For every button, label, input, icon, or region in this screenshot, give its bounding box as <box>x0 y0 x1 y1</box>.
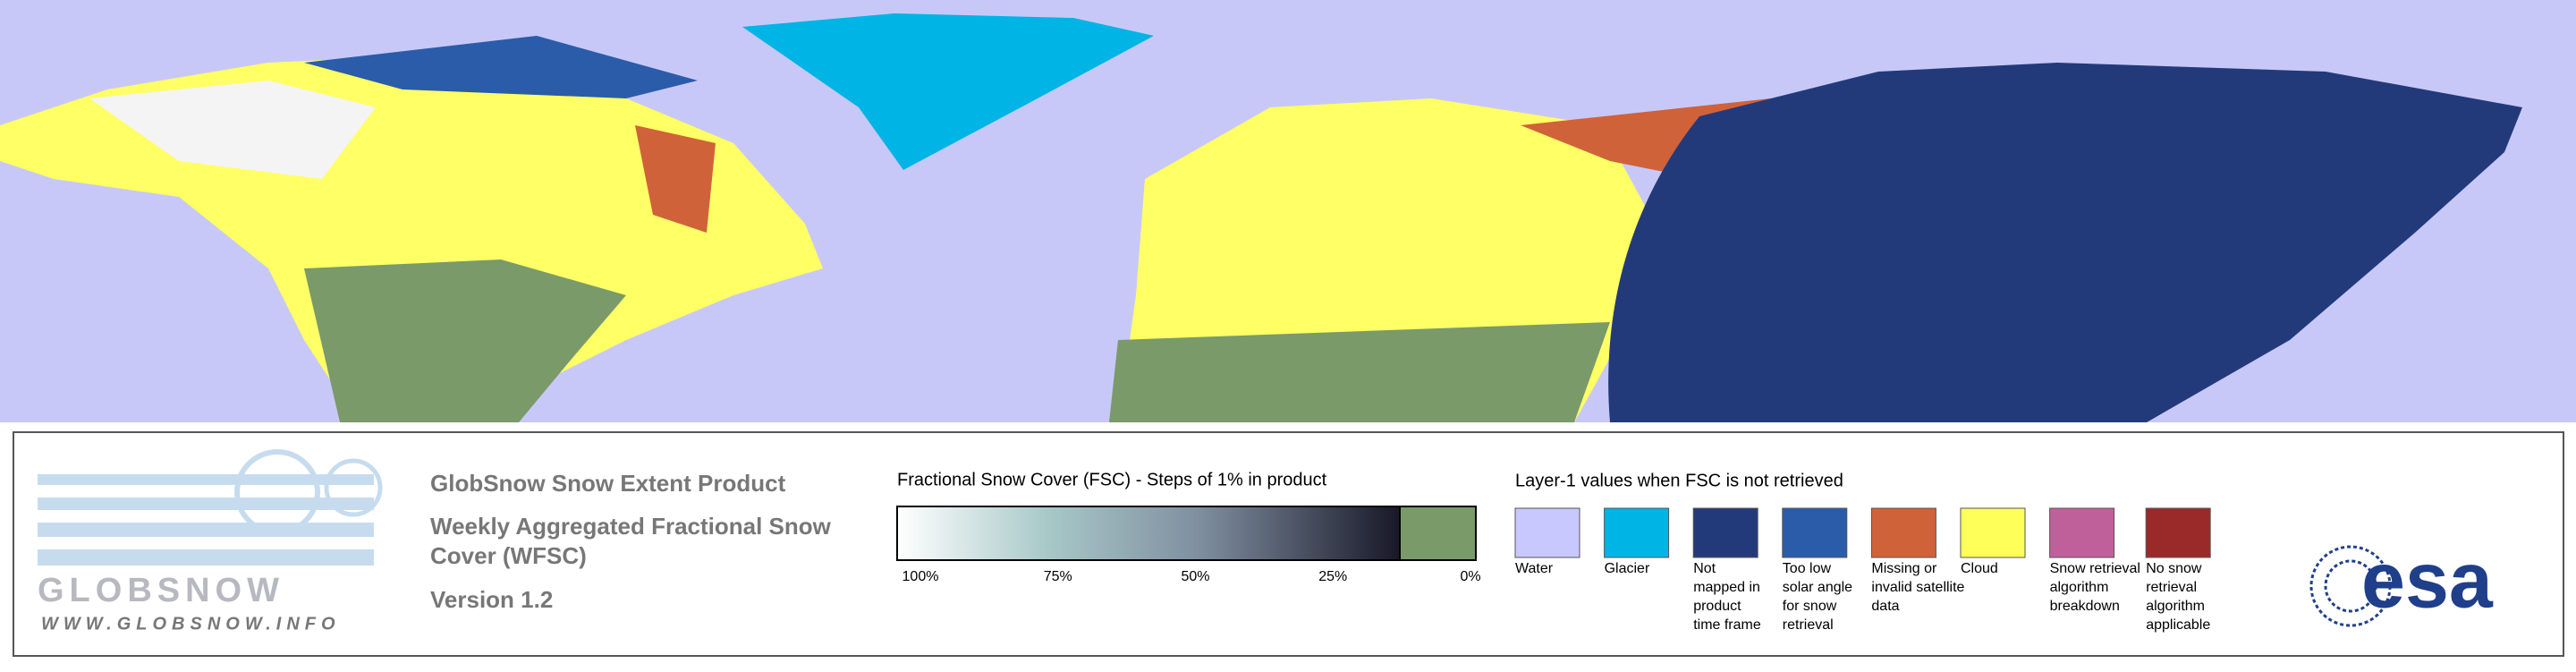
fsc-tick-label: 50% <box>1181 569 1209 584</box>
north-africa <box>1109 322 1610 422</box>
logo-name: GLOBSNOW <box>38 572 284 609</box>
fsc-tick-label: 25% <box>1318 569 1347 584</box>
esa-logo: esa <box>2309 535 2494 627</box>
layer1-swatch <box>1604 507 1670 558</box>
layer1-label: Not <box>1693 561 1716 576</box>
layer1-label: for snow <box>1783 599 1837 614</box>
layer1-label: Cloud <box>1961 561 1998 576</box>
logo-stripe <box>38 549 374 566</box>
layer1-swatch <box>1960 507 2026 558</box>
layer1-label: Glacier <box>1605 561 1650 576</box>
layer1-label: data <box>1871 599 1899 614</box>
product-version: Version 1.2 <box>430 586 553 613</box>
product-title: GlobSnow Snow Extent Product <box>430 470 786 497</box>
layer1-label: retrieval <box>1783 617 1834 633</box>
globsnow-logo: GLOBSNOW WWW.GLOBSNOW.INFO <box>38 449 383 634</box>
greenland <box>742 13 1154 170</box>
fsc-gradient <box>896 506 1401 561</box>
fsc-tick-label: 100% <box>902 569 939 584</box>
layer1-label: retrieval <box>2146 580 2197 595</box>
logo-stripe <box>38 474 374 485</box>
esa-emblem <box>2324 559 2377 613</box>
snowflake <box>234 449 320 535</box>
us-land <box>304 259 626 422</box>
esa-text: esa <box>2361 535 2494 624</box>
layer1-label: Water <box>1515 561 1554 576</box>
logo-url: WWW.GLOBSNOW.INFO <box>41 614 341 634</box>
asia <box>1608 63 2522 422</box>
product-subtitle: Cover (WFSC) <box>430 542 587 569</box>
layer1-swatch <box>2145 507 2211 558</box>
missing-strip <box>635 125 716 233</box>
layer1-label: product <box>1693 599 1741 614</box>
layer1-swatch <box>1692 507 1758 558</box>
layer1-swatch <box>2049 507 2115 558</box>
layer1-title: Layer-1 values when FSC is not retrieved <box>1515 471 1843 490</box>
logo-stripe <box>38 523 374 537</box>
logo-stripe <box>38 498 374 510</box>
layer1-swatch <box>1514 507 1580 558</box>
fsc-tick-label: 75% <box>1044 569 1072 584</box>
layer1-label: No snow <box>2146 561 2202 576</box>
layer1-label: Too low <box>1783 561 1832 576</box>
layer1-swatch <box>1782 507 1848 558</box>
layer1-label: algorithm <box>2146 599 2205 614</box>
layer1-label: algorithm <box>2050 580 2109 595</box>
snowflake <box>324 458 383 517</box>
layer1-label: Snow retrieval <box>2050 561 2140 576</box>
fsc-tick-label: 0% <box>1460 569 1480 584</box>
layer1-label: mapped in <box>1693 580 1760 595</box>
layer1-label: invalid satellite <box>1871 580 1964 595</box>
layer1-label: solar angle <box>1783 580 1852 595</box>
layer1-label: Missing or <box>1871 561 1937 576</box>
esa-emblem <box>2309 545 2392 627</box>
canada-snow <box>89 81 376 179</box>
arctic-islands <box>304 36 698 98</box>
map <box>0 0 2576 422</box>
fsc-zero <box>1399 506 1477 561</box>
product-subtitle: Weekly Aggregated Fractional Snow <box>430 513 832 540</box>
fsc-title: Fractional Snow Cover (FSC) - Steps of 1… <box>897 470 1327 489</box>
layer1-label: applicable <box>2146 617 2210 633</box>
layer1-label: breakdown <box>2050 599 2120 614</box>
layer1-label: time frame <box>1693 617 1761 633</box>
layer1-swatch <box>1870 507 1936 558</box>
